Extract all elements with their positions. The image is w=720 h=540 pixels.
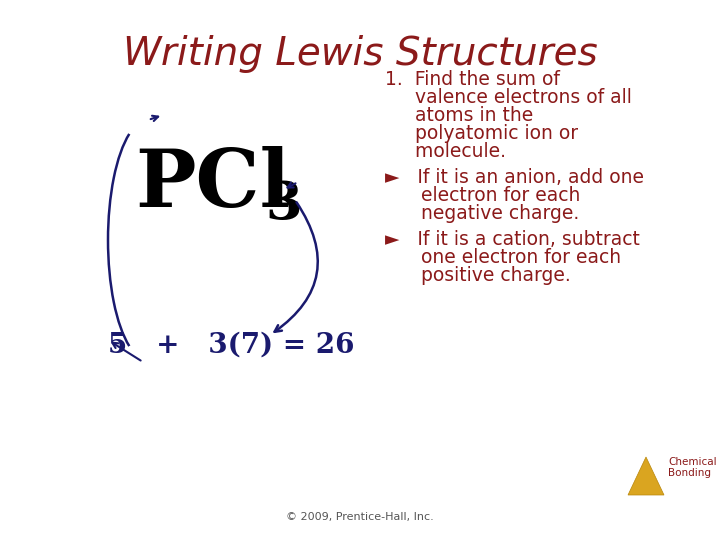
Text: positive charge.: positive charge. (385, 266, 571, 285)
Polygon shape (628, 457, 664, 495)
Text: atoms in the: atoms in the (385, 106, 534, 125)
Text: valence electrons of all: valence electrons of all (385, 88, 632, 107)
Text: ►   If it is an anion, add one: ► If it is an anion, add one (385, 168, 644, 187)
Text: Writing Lewis Structures: Writing Lewis Structures (122, 35, 598, 73)
Text: polyatomic ion or: polyatomic ion or (385, 124, 578, 143)
Text: PCl: PCl (135, 146, 290, 224)
Text: electron for each: electron for each (385, 186, 580, 205)
Text: 5   +   3(7) = 26: 5 + 3(7) = 26 (108, 332, 354, 359)
Text: Chemical: Chemical (668, 457, 716, 467)
Text: 1.  Find the sum of: 1. Find the sum of (385, 70, 560, 89)
Text: ►   If it is a cation, subtract: ► If it is a cation, subtract (385, 230, 640, 249)
Text: 3: 3 (265, 179, 302, 231)
Text: © 2009, Prentice-Hall, Inc.: © 2009, Prentice-Hall, Inc. (286, 512, 434, 522)
Text: Bonding: Bonding (668, 468, 711, 478)
Text: negative charge.: negative charge. (385, 204, 580, 223)
Text: one electron for each: one electron for each (385, 248, 621, 267)
Text: molecule.: molecule. (385, 142, 506, 161)
